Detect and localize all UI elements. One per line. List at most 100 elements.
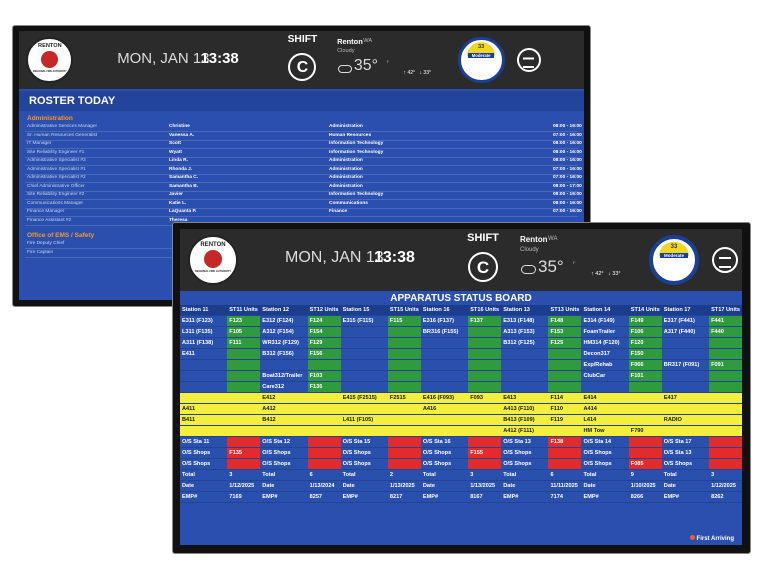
status-cell — [468, 337, 502, 349]
status-cell: Total — [501, 469, 549, 481]
status-cell: A312 (F154) — [260, 326, 308, 338]
status-cell: O/S Shops — [661, 458, 710, 470]
status-cell: 6 — [548, 469, 582, 481]
board-row: E412 E415 (F2515) F2515 E416 (F093) F093 E413… — [180, 392, 742, 404]
status-cell — [340, 326, 388, 338]
board-row: A412 (F111) HM Tow F790 — [180, 425, 742, 437]
status-cell: F123 — [227, 315, 261, 327]
board-row: E311 (F123) F123 E312 (F124) F124 E315 (F115… — [180, 315, 742, 327]
board-screen: RENTON REGIONAL FIRE AUTHORITY MON, JAN 13… — [180, 229, 742, 545]
status-cell: F129 — [307, 337, 341, 349]
high: ↑ 42° — [591, 271, 604, 277]
roster-cell: Administration — [329, 166, 363, 172]
status-cell: B411 — [180, 414, 228, 426]
roster-cell: Human Resources — [329, 132, 372, 138]
status-cell: B412 — [260, 414, 308, 426]
status-cell: A313 (F153) — [501, 326, 549, 338]
status-cell: F150 — [628, 348, 662, 360]
status-cell: E415 (F2515) — [340, 392, 388, 404]
status-cell — [307, 425, 341, 437]
roster-cell: Administration — [329, 175, 363, 180]
roster-cell: Samantha B. — [169, 183, 199, 189]
status-cell: F137 — [468, 315, 502, 327]
board-row: O/S Shops F135 O/S Shops O/S Shops O/S Shops… — [180, 447, 742, 459]
status-cell — [180, 392, 228, 404]
status-cell — [661, 337, 710, 349]
status-cell: E317 (F441) — [661, 315, 710, 327]
status-cell — [661, 370, 710, 382]
time: 13:38 — [200, 49, 239, 67]
aqi-value: 33 — [670, 244, 678, 250]
status-cell: 6 — [307, 469, 341, 481]
status-cell: A311 (F138) — [180, 337, 228, 349]
status-cell: B312 (F125) — [501, 337, 549, 349]
status-cell — [501, 359, 549, 371]
logo-emblem — [204, 250, 222, 268]
status-cell: A413 (F110) — [501, 403, 549, 415]
status-cell: E314 (F149) — [581, 315, 629, 327]
condition: Cloudy — [337, 47, 355, 54]
time: 13:38 — [374, 249, 415, 266]
roster-row-line — [25, 216, 578, 217]
status-cell: F085 — [628, 458, 662, 470]
status-cell — [227, 425, 261, 437]
status-cell — [227, 414, 261, 426]
roster-cell: Administrative Specialist #3 — [27, 158, 86, 163]
status-cell — [468, 326, 502, 338]
roster-row-line — [25, 131, 578, 132]
logo-text: RENTON — [38, 43, 62, 50]
board-row: Boat312/Trailer F103 ClubCar F101 — [180, 370, 742, 382]
column-header: Station 12 — [260, 305, 308, 316]
roster-row-line — [25, 148, 578, 149]
status-cell — [420, 370, 469, 382]
menu-button[interactable] — [516, 47, 541, 73]
status-cell: F091 — [709, 359, 742, 371]
roster-cell: 07:00 - 16:00 — [553, 209, 582, 214]
status-cell — [709, 414, 742, 426]
status-cell — [307, 359, 341, 371]
aqi-value: 33 — [477, 44, 485, 51]
weather-icon — [338, 64, 353, 74]
status-cell — [628, 414, 662, 426]
status-cell: B312 (F156) — [260, 348, 308, 360]
roster-cell: 08:00 - 16:00 — [553, 192, 582, 197]
status-cell — [227, 381, 261, 393]
status-cell: A317 (F440) — [661, 326, 710, 338]
status-cell: 1/13/2025 — [468, 480, 502, 492]
status-cell: Total — [340, 469, 388, 481]
status-cell — [307, 458, 341, 470]
roster-cell: Rhonda J. — [169, 166, 193, 172]
status-cell: EMP# — [180, 491, 228, 503]
menu-button[interactable] — [712, 247, 738, 273]
shift: C — [468, 252, 498, 282]
status-cell: A414 — [581, 403, 629, 415]
status-cell — [628, 392, 662, 404]
status-cell — [468, 436, 502, 448]
status-cell: O/S Shops — [180, 447, 228, 459]
status-cell — [260, 359, 308, 371]
column-header: Station 15 — [340, 305, 388, 316]
status-cell — [709, 370, 742, 382]
column-header: Station 13 — [501, 305, 549, 316]
status-cell — [468, 425, 502, 437]
status-cell — [420, 359, 469, 371]
status-cell — [468, 359, 502, 371]
status-cell — [661, 348, 710, 360]
status-cell: O/S Shops — [260, 447, 308, 459]
status-cell — [307, 392, 341, 404]
status-cell: L411 (F105) — [340, 414, 388, 426]
status-cell — [387, 326, 421, 338]
roster-cell: Administration — [329, 183, 363, 189]
status-cell — [227, 458, 261, 470]
roster-cell: Scott — [169, 141, 181, 146]
status-cell — [661, 403, 710, 415]
roster-cell: 08:00 - 17:00 — [553, 183, 582, 189]
status-cell — [307, 414, 341, 426]
status-cell: 3 — [227, 469, 261, 481]
status-cell: F106 — [628, 326, 662, 338]
status-cell — [307, 436, 341, 448]
status-cell: Date — [661, 480, 710, 492]
status-cell: O/S Shops — [420, 447, 469, 459]
status-cell: Date — [581, 480, 629, 492]
roster-row-line — [25, 156, 578, 158]
